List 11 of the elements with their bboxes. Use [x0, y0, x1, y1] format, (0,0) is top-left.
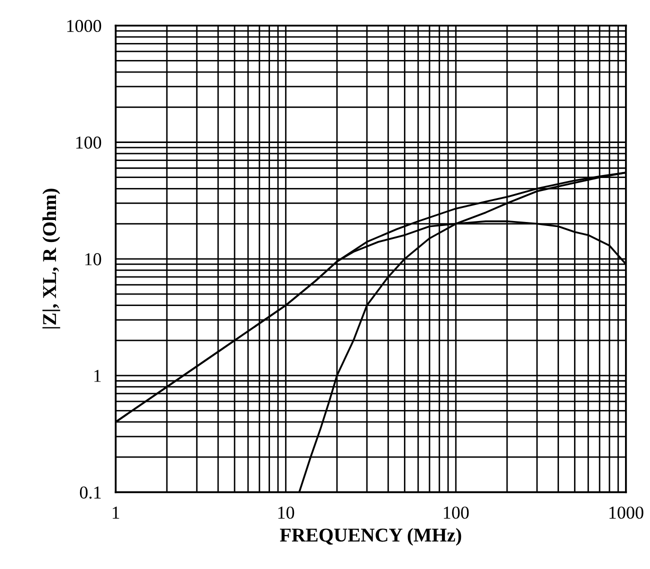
x-tick-label: 1 [112, 506, 120, 519]
x-tick-label: 100 [444, 506, 469, 519]
y-tick-label: 10 [85, 253, 102, 266]
y-axis-title: |Z|, XL, R (Ohm) [42, 188, 60, 328]
y-tick-label: 1000 [67, 20, 102, 32]
x-axis-title: FREQUENCY (MHz) [280, 528, 462, 546]
x-tick-label: 1000 [609, 506, 644, 519]
y-tick-label: 100 [76, 136, 102, 149]
x-tick-label: 10 [278, 506, 294, 519]
y-tick-label: 1 [94, 370, 101, 382]
y-tick-label: 0.1 [80, 486, 101, 499]
